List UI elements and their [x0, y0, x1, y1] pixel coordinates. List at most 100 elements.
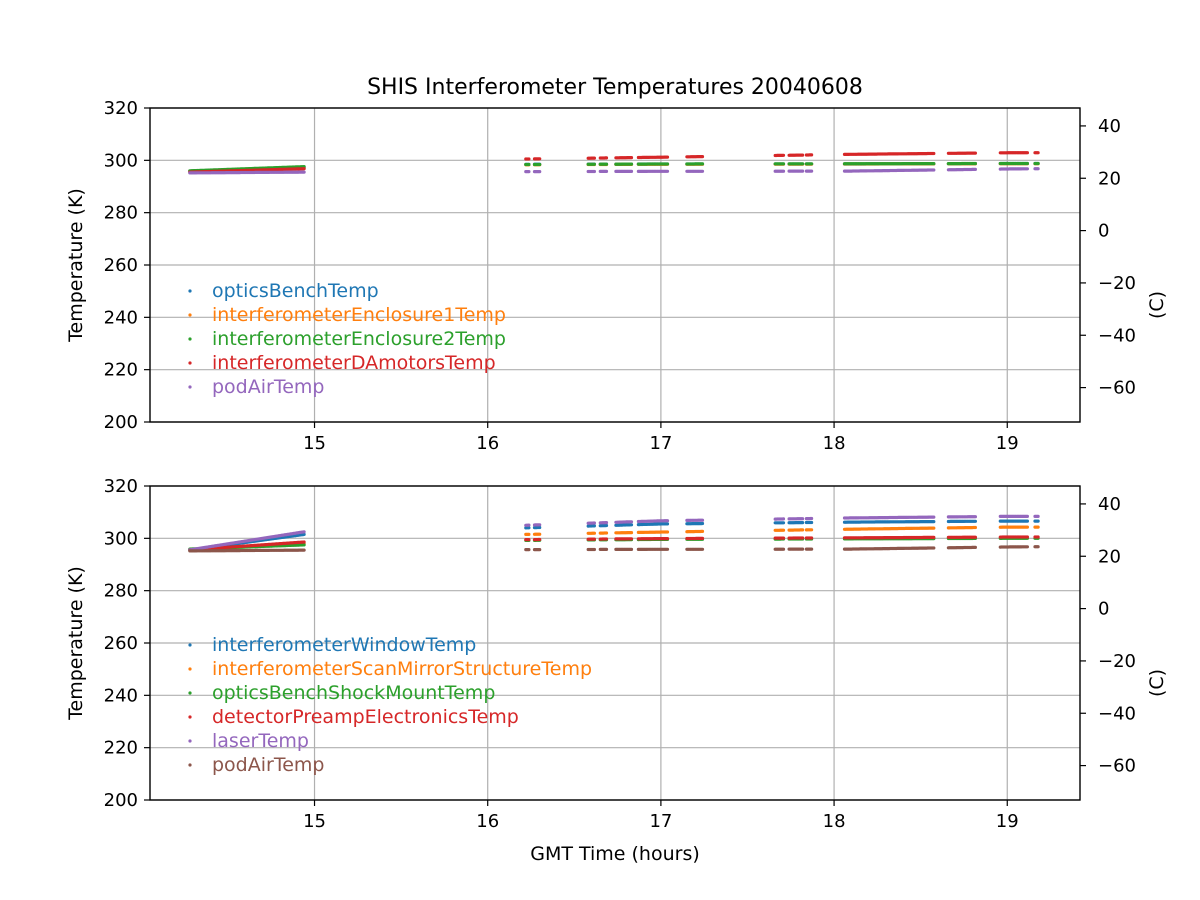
- y-tick-label: 280: [104, 581, 138, 602]
- data-point: [1036, 545, 1040, 549]
- data-point: [629, 520, 634, 524]
- legend-label: podAirTemp: [212, 754, 324, 776]
- data-point: [302, 540, 306, 544]
- data-point: [781, 169, 786, 173]
- data-point: [932, 515, 936, 519]
- y-tick-label: 220: [104, 738, 138, 759]
- data-point: [781, 162, 786, 166]
- data-point: [781, 521, 786, 525]
- x-tick-label: 17: [649, 433, 672, 454]
- data-point: [810, 536, 814, 540]
- data-point: [1036, 161, 1040, 166]
- data-point: [1036, 525, 1040, 529]
- data-point: [604, 521, 609, 525]
- data-point: [592, 162, 597, 166]
- data-point: [604, 156, 609, 160]
- data-point: [629, 156, 634, 160]
- data-point: [801, 536, 805, 540]
- data-point: [538, 157, 542, 161]
- data-point: [801, 521, 805, 525]
- data-point: [1025, 519, 1029, 523]
- data-point: [665, 522, 670, 526]
- y-tick-label: 280: [104, 203, 138, 224]
- data-point: [538, 548, 542, 552]
- x-tick-label: 18: [823, 433, 846, 454]
- data-point: [604, 531, 609, 535]
- legend-label: interferometerWindowTemp: [212, 634, 476, 656]
- data-point: [801, 153, 805, 157]
- data-point: [932, 546, 936, 550]
- data-point: [932, 526, 936, 530]
- series-interferometerDAmotorsTemp: [188, 151, 1040, 174]
- x-tick-label: 19: [996, 433, 1019, 454]
- legend-label: detectorPreampElectronicsTemp: [212, 706, 519, 728]
- chart-title: SHIS Interferometer Temperatures 2004060…: [367, 75, 863, 100]
- data-point: [302, 548, 306, 552]
- data-point: [973, 525, 978, 530]
- data-point: [801, 169, 805, 173]
- data-point: [538, 170, 542, 174]
- data-point: [604, 169, 609, 173]
- data-point: [973, 151, 978, 155]
- data-point: [629, 162, 634, 166]
- data-point: [538, 523, 542, 527]
- y-right-tick-label: 40: [1098, 116, 1121, 137]
- data-point: [810, 520, 814, 525]
- data-point: [1025, 514, 1029, 519]
- data-point: [592, 537, 597, 541]
- data-point: [302, 170, 306, 174]
- data-point: [538, 162, 542, 167]
- series-podAirTemp: [188, 167, 1040, 175]
- y-tick-label: 320: [104, 476, 138, 497]
- top-panel: 15 16 17 18 1920022024026028030032040200−20−…: [65, 98, 1168, 454]
- legend-marker: [188, 313, 192, 317]
- data-point: [781, 528, 786, 532]
- x-tick-label: 16: [476, 433, 499, 454]
- legend-label: interferometerEnclosure1Temp: [212, 304, 506, 326]
- y-right-tick-label: 20: [1098, 546, 1121, 567]
- data-point: [1025, 525, 1029, 529]
- data-point: [527, 526, 531, 530]
- data-point: [665, 530, 670, 534]
- x-tick-label: 15: [303, 811, 326, 832]
- y-tick-label: 200: [104, 790, 138, 811]
- data-point: [700, 162, 705, 166]
- series-laserTemp: [188, 514, 1040, 552]
- data-point: [700, 529, 705, 534]
- data-point: [629, 169, 634, 173]
- data-point: [604, 162, 609, 166]
- data-point: [801, 547, 805, 551]
- y-right-tick-label: −40: [1098, 325, 1136, 346]
- data-point: [592, 531, 597, 535]
- y-tick-label: 200: [104, 412, 138, 433]
- data-point: [1025, 151, 1029, 155]
- data-point: [781, 547, 786, 551]
- data-point: [1025, 535, 1029, 539]
- y-tick-label: 300: [104, 150, 138, 171]
- y-right-axis-label: (C): [1146, 291, 1168, 319]
- data-point: [1036, 519, 1040, 523]
- legend-label: laserTemp: [212, 730, 309, 752]
- data-point: [932, 151, 936, 156]
- y-tick-label: 300: [104, 528, 138, 549]
- x-tick-label: 18: [823, 811, 846, 832]
- data-point: [527, 548, 531, 552]
- y-right-tick-label: 40: [1098, 494, 1121, 515]
- data-point: [810, 547, 814, 551]
- data-point: [973, 167, 978, 171]
- y-right-tick-label: 0: [1098, 599, 1109, 620]
- data-point: [810, 169, 814, 173]
- legend-marker: [188, 667, 192, 671]
- data-point: [810, 153, 814, 157]
- data-point: [604, 537, 609, 541]
- y-axis-label: Temperature (K): [65, 188, 87, 343]
- data-point: [538, 525, 542, 530]
- data-point: [527, 162, 531, 167]
- data-point: [527, 538, 531, 542]
- data-point: [302, 167, 306, 171]
- y-tick-label: 260: [104, 255, 138, 276]
- data-point: [665, 547, 670, 551]
- data-point: [810, 516, 814, 521]
- data-point: [604, 547, 609, 552]
